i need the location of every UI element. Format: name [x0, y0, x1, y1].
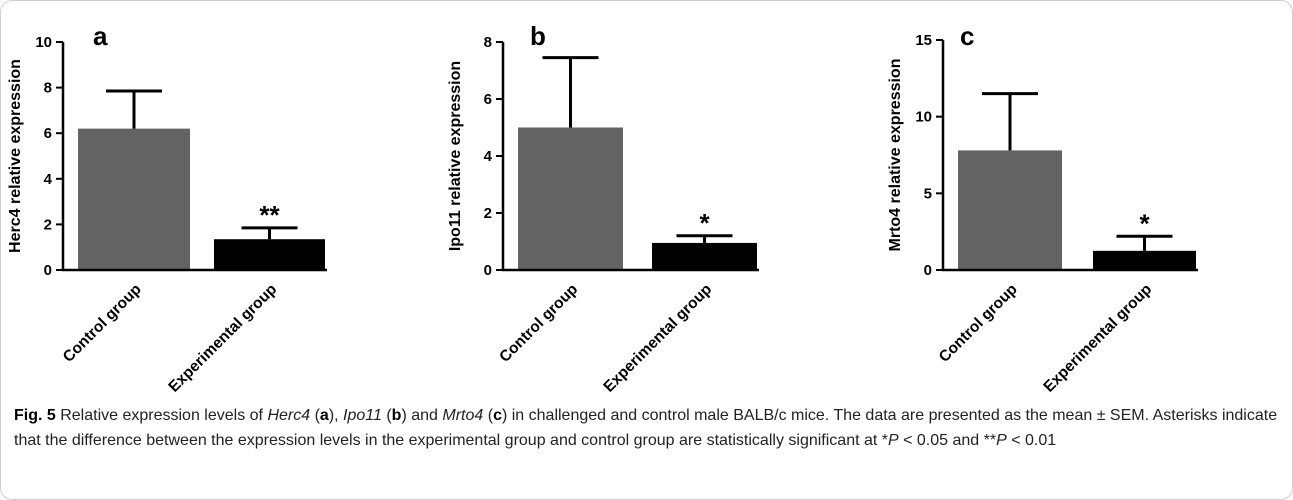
y-tick-label: 0	[44, 262, 52, 279]
panel-letter: a	[93, 21, 108, 51]
caption-text: < 0.05 and **	[898, 432, 997, 449]
bar	[958, 150, 1062, 270]
caption-text: ),	[328, 407, 344, 424]
caption-text: Relative expression levels of	[55, 407, 268, 424]
bar	[1093, 250, 1196, 270]
y-tick-label: 8	[484, 34, 492, 51]
x-tick-label: Experimental group	[165, 281, 280, 396]
y-tick-label: 10	[915, 109, 932, 126]
y-tick-label: 6	[484, 91, 492, 108]
y-tick-label: 2	[484, 205, 492, 222]
chart-panel-a: Control group ** Experimental group 0 2 4 6 8 10…	[7, 21, 327, 396]
caption-text: b	[391, 407, 402, 424]
y-axis-label: Ipo11 relative expression	[447, 61, 464, 251]
y-tick-label: 5	[924, 185, 932, 202]
caption-text: Ipo11	[343, 407, 382, 424]
chart-panel-c: Control group * Experimental group 0 5 10 15 Mr…	[887, 21, 1198, 396]
y-tick-label: 0	[924, 262, 932, 279]
caption-text: (	[381, 407, 392, 424]
caption-text: P	[996, 432, 1007, 449]
bar	[214, 239, 325, 270]
bar	[78, 128, 190, 270]
y-tick-label: 4	[484, 148, 493, 165]
significance-label: *	[1139, 208, 1150, 238]
panel-letter: b	[530, 21, 546, 51]
y-tick-label: 15	[915, 32, 932, 49]
y-tick-label: 2	[44, 216, 52, 233]
caption-text: Mrto4	[442, 407, 484, 424]
x-tick-label: Control group	[60, 281, 145, 366]
y-tick-label: 8	[44, 80, 52, 97]
bar	[652, 242, 757, 270]
panel-letter: c	[960, 21, 974, 51]
caption-text: < 0.01	[1006, 432, 1057, 449]
caption-text: c	[493, 407, 502, 424]
y-tick-label: 10	[35, 34, 52, 51]
y-tick-label: 0	[484, 262, 492, 279]
significance-label: **	[259, 200, 280, 230]
caption-text: ) in challenged and control male BALB/c …	[14, 407, 1278, 449]
x-tick-label: Control group	[936, 281, 1021, 366]
y-axis-label: Herc4 relative expression	[7, 59, 24, 253]
x-tick-label: Experimental group	[1040, 281, 1155, 396]
significance-label: *	[699, 208, 710, 238]
figure-charts: Control group**Experimental group0246810…	[7, 21, 1198, 396]
x-tick-label: Control group	[496, 281, 581, 366]
caption-text: Herc4	[267, 407, 311, 424]
caption-text: ) and	[401, 407, 443, 424]
y-tick-label: 4	[44, 171, 53, 188]
caption-text: P	[888, 432, 899, 449]
x-tick-label: Experimental group	[600, 281, 715, 396]
figure-caption: Fig. 5 Relative expression levels of Her…	[14, 403, 1279, 453]
caption-label: Fig. 5	[14, 407, 56, 424]
y-axis-label: Mrto4 relative expression	[887, 59, 904, 252]
bar	[518, 127, 623, 270]
caption-text: a	[319, 407, 329, 424]
caption-text: (	[483, 407, 494, 424]
y-tick-label: 6	[44, 125, 52, 142]
caption-text: (	[310, 407, 320, 424]
chart-panel-b: Control group * Experimental group 0 2 4 6 8 Ipo…	[447, 21, 759, 396]
